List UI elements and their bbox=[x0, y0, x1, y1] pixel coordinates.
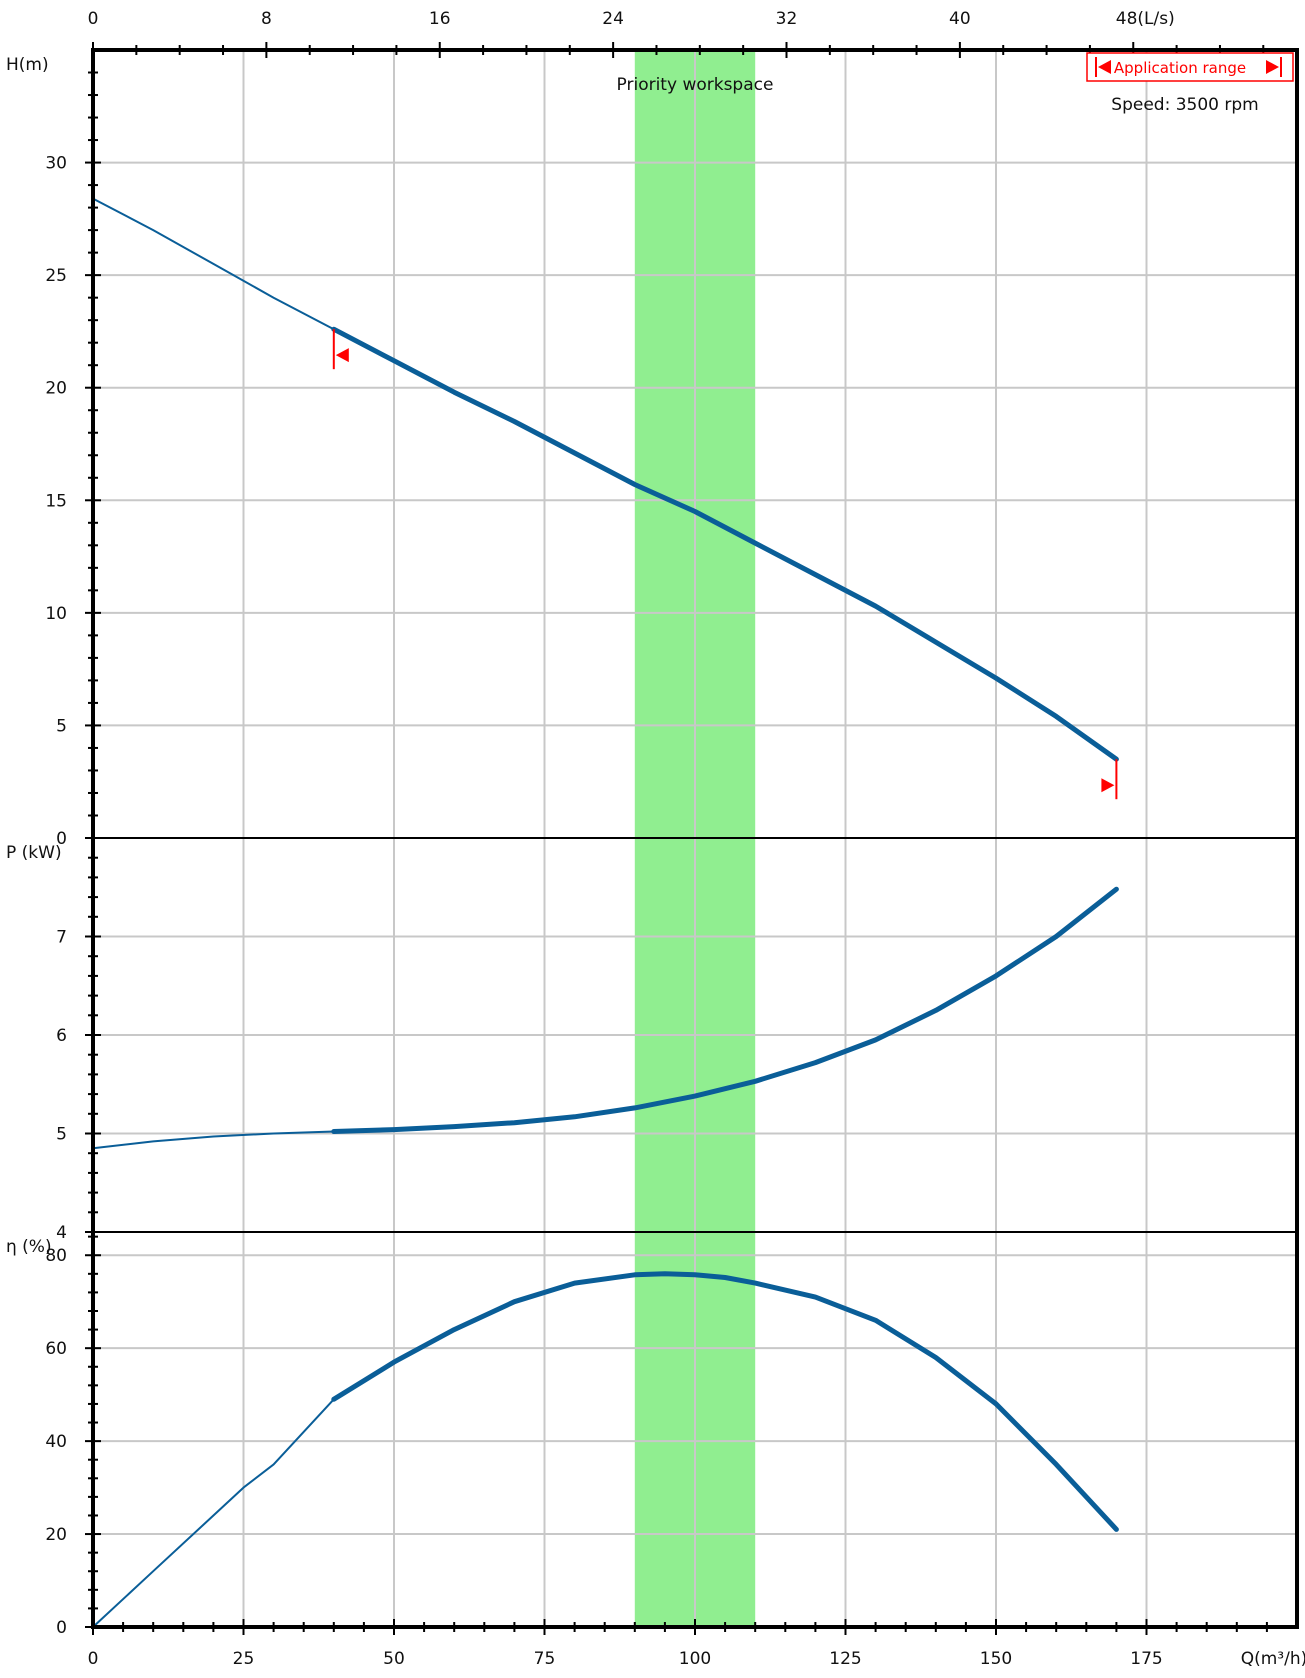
efficiency-y-tick-label: 40 bbox=[45, 1432, 67, 1452]
power-y-tick-label: 4 bbox=[56, 1223, 67, 1243]
top-x-tick-label: 24 bbox=[602, 9, 624, 29]
top-x-tick-label: 32 bbox=[776, 9, 798, 29]
power-y-tick-label: 7 bbox=[56, 928, 67, 948]
range-start-arrow-icon bbox=[335, 348, 349, 363]
top-x-tick-label: 0 bbox=[88, 9, 99, 29]
head-y-tick-label: 0 bbox=[56, 829, 67, 849]
application-range-legend-box bbox=[1086, 52, 1294, 82]
x-tick-label: 150 bbox=[980, 1649, 1012, 1669]
power-y-tick-label: 5 bbox=[56, 1125, 67, 1145]
head-y-tick-label: 5 bbox=[56, 716, 67, 736]
x-axis-label: Q(m³/h) bbox=[1241, 1649, 1305, 1669]
legend-right-arrow-icon bbox=[1266, 60, 1279, 74]
power-y-axis-label: P (kW) bbox=[6, 843, 62, 863]
x-tick-label: 0 bbox=[88, 1649, 99, 1669]
x-tick-label: 175 bbox=[1130, 1649, 1162, 1669]
efficiency-y-tick-label: 60 bbox=[45, 1339, 67, 1359]
top-x-tick-label: 16 bbox=[429, 9, 451, 29]
priority-workspace-label: Priority workspace bbox=[617, 75, 774, 95]
top-x-tick-label: 40 bbox=[949, 9, 971, 29]
efficiency-curve-outside-range bbox=[92, 1398, 335, 1628]
efficiency-y-axis-label: η (%) bbox=[6, 1237, 52, 1257]
head-y-axis-label: H(m) bbox=[6, 55, 49, 75]
speed-label: Speed: 3500 rpm bbox=[1111, 95, 1258, 115]
head-y-tick-label: 30 bbox=[45, 154, 67, 174]
head-y-tick-label: 25 bbox=[45, 266, 67, 286]
range-end-arrow-icon bbox=[1101, 778, 1115, 793]
x-tick-label: 25 bbox=[233, 1649, 255, 1669]
x-tick-label: 125 bbox=[829, 1649, 861, 1669]
power-y-tick-label: 6 bbox=[56, 1026, 67, 1046]
power-curve-in-range bbox=[331, 886, 1119, 1134]
head-curve-in-range bbox=[331, 326, 1119, 762]
head-curve-outside-range bbox=[92, 197, 335, 331]
top-x-tick-label: 8 bbox=[261, 9, 272, 29]
efficiency-curve-in-range bbox=[331, 1271, 1119, 1532]
efficiency-y-tick-label: 80 bbox=[45, 1246, 67, 1266]
legend-left-arrow-icon bbox=[1098, 60, 1111, 74]
efficiency-y-tick-label: 20 bbox=[45, 1525, 67, 1545]
top-x-tick-label: 48(L/s) bbox=[1116, 9, 1175, 29]
power-curve-outside-range bbox=[92, 1130, 334, 1150]
x-tick-label: 100 bbox=[679, 1649, 711, 1669]
x-tick-label: 75 bbox=[534, 1649, 556, 1669]
application-range-label: Application range bbox=[1114, 59, 1246, 77]
head-y-tick-label: 10 bbox=[45, 604, 67, 624]
efficiency-y-tick-label: 0 bbox=[56, 1618, 67, 1638]
head-y-tick-label: 15 bbox=[45, 491, 67, 511]
x-tick-label: 50 bbox=[383, 1649, 405, 1669]
head-y-tick-label: 20 bbox=[45, 379, 67, 399]
